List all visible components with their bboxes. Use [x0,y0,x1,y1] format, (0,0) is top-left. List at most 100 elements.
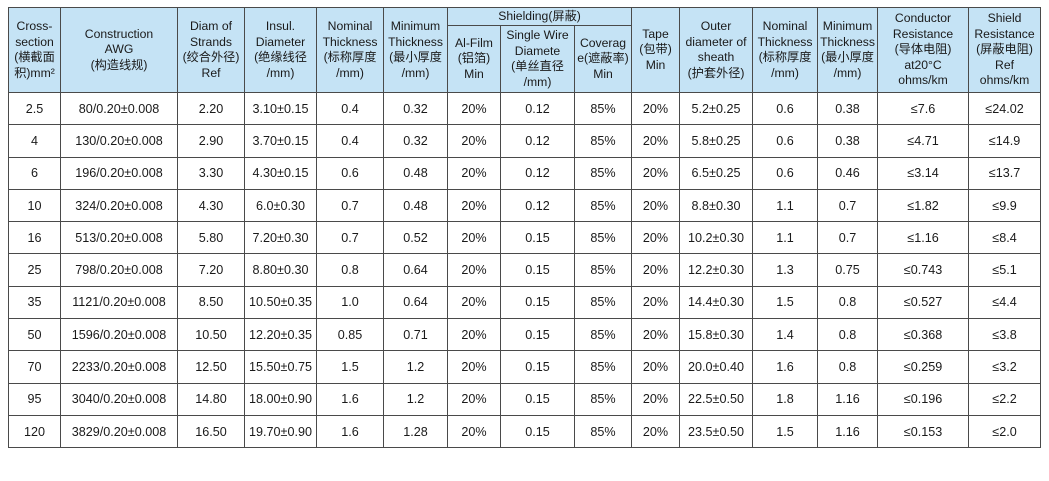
header-line: Strands [189,34,232,49]
cell-cross-section: 10 [8,188,61,223]
cell-cross-section: 25 [8,253,61,287]
cell-al-film: 20% [447,156,501,190]
header-line: /mm) [771,65,799,80]
header-line: (最小厚度 [389,50,442,64]
header-row-1: Cross-section (横截面 积)mm² Construction AWG (构… [8,7,1042,93]
cell-single-wire-diameter: 0.12 [500,156,575,190]
cell-coverage: 85% [573,382,633,416]
cell-construction: 3829/0.20±0.008 [60,414,178,449]
cell-diam-strands: 10.50 [177,318,245,352]
cell-cross-section: 16 [8,221,61,255]
cell-outer-diameter: 6.5±0.25 [679,156,754,190]
header-diam-of-strands: Diam of Strands (绞合外径) Ref [177,7,245,93]
cell-outer-diameter: 10.2±0.30 [679,221,754,255]
cell-cross-section: 4 [8,124,61,158]
cell-minimum-thickness: 1.2 [383,382,448,416]
cell-nominal-thickness: 1.6 [316,414,384,449]
cell-insul-diameter: 4.30±0.15 [244,156,317,190]
cell-sheath-minimum-thickness: 0.75 [817,253,879,287]
cell-insul-diameter: 8.80±0.30 [244,253,317,287]
header-line: (屏蔽电阻) [976,42,1033,57]
header-line: Cross- [16,19,53,33]
cell-sheath-nominal-thickness: 0.6 [752,91,819,126]
cable-spec-table-container: Cross-section (横截面 积)mm² Construction AWG (构… [8,7,1042,449]
header-line: Conductor [894,11,952,26]
cell-coverage: 85% [573,91,633,126]
header-insul-diameter: Insul. Diameter (绝缘线径/mm) [244,7,317,93]
cell-cross-section: 2.5 [8,91,61,126]
cell-single-wire-diameter: 0.12 [500,91,575,126]
cell-sheath-minimum-thickness: 0.8 [817,350,879,384]
header-line: Ref [995,57,1014,72]
table-row: 10 324/0.20±0.008 4.30 6.0±0.30 0.7 0.48 20% 0.… [8,188,1042,223]
cell-minimum-thickness: 0.64 [383,253,448,287]
header-line: ohms/km [979,73,1030,88]
header-line: (铝箔) [457,51,491,66]
cell-nominal-thickness: 0.7 [316,188,384,223]
header-line: ohms/km [898,73,948,88]
header-line: (构造线规) [90,57,148,72]
cell-outer-diameter: 8.8±0.30 [679,188,754,223]
cell-minimum-thickness: 0.64 [383,285,448,320]
header-conductor-resistance: Conductor Resistance (导体电阻) at20°C ohms/km [877,7,970,93]
cell-nominal-thickness: 1.6 [316,382,384,416]
cell-tape: 20% [631,414,681,449]
table-body: 2.5 80/0.20±0.008 2.20 3.10±0.15 0.4 0.32 20% 0… [8,91,1042,449]
cell-conductor-resistance: ≤4.71 [877,124,970,158]
cell-shield-resistance: ≤5.1 [968,253,1042,287]
cell-nominal-thickness: 0.85 [316,318,384,352]
cell-al-film: 20% [447,414,501,449]
cell-nominal-thickness: 0.4 [316,124,384,158]
cell-tape: 20% [631,156,681,190]
table-header: Cross-section (横截面 积)mm² Construction AWG (构… [8,7,1042,93]
table-row: 16 513/0.20±0.008 5.80 7.20±0.30 0.7 0.52 20% 0… [8,221,1042,255]
header-line: Single Wire [506,28,569,42]
cell-sheath-minimum-thickness: 0.7 [817,221,879,255]
cell-single-wire-diameter: 0.12 [500,188,575,223]
header-minimum-thickness: Minimum Thickness (最小厚度/mm) [383,7,448,93]
cell-outer-diameter: 20.0±0.40 [679,350,754,384]
cell-cross-section: 120 [8,414,61,449]
cell-construction: 798/0.20±0.008 [60,253,178,287]
cell-sheath-minimum-thickness: 0.38 [817,91,879,126]
header-line: (绝缘线径 [254,50,307,64]
cell-diam-strands: 12.50 [177,350,245,384]
cell-conductor-resistance: ≤1.82 [877,188,970,223]
cell-tape: 20% [631,221,681,255]
cell-coverage: 85% [573,156,633,190]
header-line: e(遮蔽率) [577,51,629,66]
cell-construction: 2233/0.20±0.008 [60,350,178,384]
cell-tape: 20% [631,91,681,126]
cell-construction: 513/0.20±0.008 [60,221,178,255]
header-line: Minimum [822,19,873,33]
header-line: at20°C [904,57,942,72]
cell-single-wire-diameter: 0.15 [500,350,575,384]
header-line: Al-Film [455,35,493,50]
cell-minimum-thickness: 0.32 [383,124,448,158]
cell-conductor-resistance: ≤0.196 [877,382,970,416]
cell-sheath-nominal-thickness: 0.6 [752,156,819,190]
cell-diam-strands: 8.50 [177,285,245,320]
cell-cross-section: 35 [8,285,61,320]
header-coverage: Coverag e(遮蔽率) Min [573,25,633,93]
header-line: Diameter [255,34,306,49]
cell-tape: 20% [631,318,681,352]
cell-sheath-nominal-thickness: 1.8 [752,382,819,416]
header-line: Min [464,66,484,81]
cell-sheath-minimum-thickness: 0.8 [817,318,879,352]
header-line: section [15,34,54,49]
header-line: Insul. [265,19,296,33]
cell-sheath-nominal-thickness: 1.1 [752,188,819,223]
cell-sheath-minimum-thickness: 0.8 [817,285,879,320]
cable-spec-table: Cross-section (横截面 积)mm² Construction AWG (构… [8,7,1042,449]
cell-tape: 20% [631,382,681,416]
cell-shield-resistance: ≤2.0 [968,414,1042,449]
cell-conductor-resistance: ≤1.16 [877,221,970,255]
cell-conductor-resistance: ≤7.6 [877,91,970,126]
header-line: (横截面 [14,50,55,64]
cell-coverage: 85% [573,350,633,384]
header-line: 积)mm² [14,65,55,80]
header-line: /mm) [833,65,862,80]
cell-coverage: 85% [573,414,633,449]
cell-coverage: 85% [573,221,633,255]
